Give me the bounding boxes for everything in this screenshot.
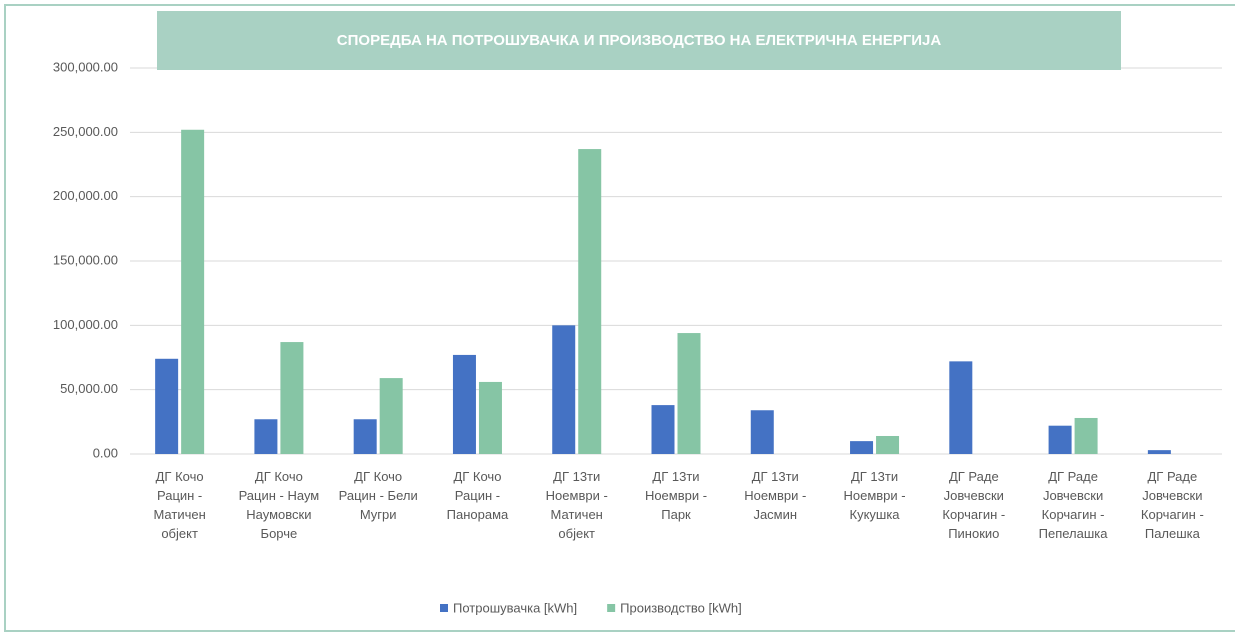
bar — [478, 381, 502, 454]
legend-label: Потрошувачка [kWh] — [453, 600, 577, 615]
frame — [4, 4, 1235, 632]
x-tick-label: ДГ 13ти Ноември - Парк — [644, 469, 708, 522]
y-tick-label: 300,000.00 — [53, 59, 118, 74]
bar — [353, 419, 377, 454]
bar — [850, 441, 874, 454]
bar — [155, 358, 179, 454]
bar — [254, 419, 278, 454]
bar — [552, 325, 576, 454]
bar — [677, 333, 701, 454]
x-tick-label: ДГ Раде Јовчевски Корчагин - Пепелашка — [1038, 469, 1108, 541]
legend-label: Производство [kWh] — [620, 600, 742, 615]
chart-title: СПОРЕДБА НА ПОТРОШУВАЧКА И ПРОИЗВОДСТВО … — [157, 11, 1121, 70]
bar — [949, 361, 973, 454]
bar — [876, 435, 900, 454]
bar — [1074, 417, 1098, 454]
bar — [651, 405, 675, 454]
y-tick-label: 0.00 — [93, 445, 118, 460]
y-tick-label: 150,000.00 — [53, 252, 118, 267]
x-tick-label: ДГ Раде Јовчевски Корчагин - Пинокио — [942, 469, 1006, 541]
bar — [750, 410, 774, 454]
x-tick-label: ДГ 13ти Ноември - Матичен објект — [545, 469, 608, 541]
x-tick-label: ДГ Кочо Рацин - Наум Наумовски Борче — [238, 469, 320, 541]
y-tick-label: 200,000.00 — [53, 188, 118, 203]
x-tick-label: ДГ Раде Јовчевски Корчагин - Палешка — [1140, 469, 1204, 541]
y-tick-label: 50,000.00 — [60, 381, 118, 396]
bar — [280, 342, 304, 454]
x-tick-label: ДГ Кочо Рацин - Панорама — [446, 469, 509, 522]
bar — [578, 149, 602, 454]
bar — [1147, 450, 1171, 454]
bar — [1048, 425, 1072, 454]
y-tick-label: 100,000.00 — [53, 317, 118, 332]
y-tick-label: 250,000.00 — [53, 124, 118, 139]
bar — [379, 378, 403, 454]
x-tick-label: ДГ 13ти Ноември - Јасмин — [744, 469, 807, 522]
bar — [452, 354, 476, 454]
x-tick-label: ДГ 13ти Ноември - Кукушка — [843, 469, 906, 522]
legend-swatch — [607, 604, 616, 612]
x-tick-label: ДГ Кочо Рацин - Бели Мугри — [338, 469, 418, 522]
legend-swatch — [440, 604, 448, 612]
x-tick-label: ДГ Кочо Рацин - Матичен објект — [153, 469, 206, 541]
bar — [181, 129, 205, 454]
